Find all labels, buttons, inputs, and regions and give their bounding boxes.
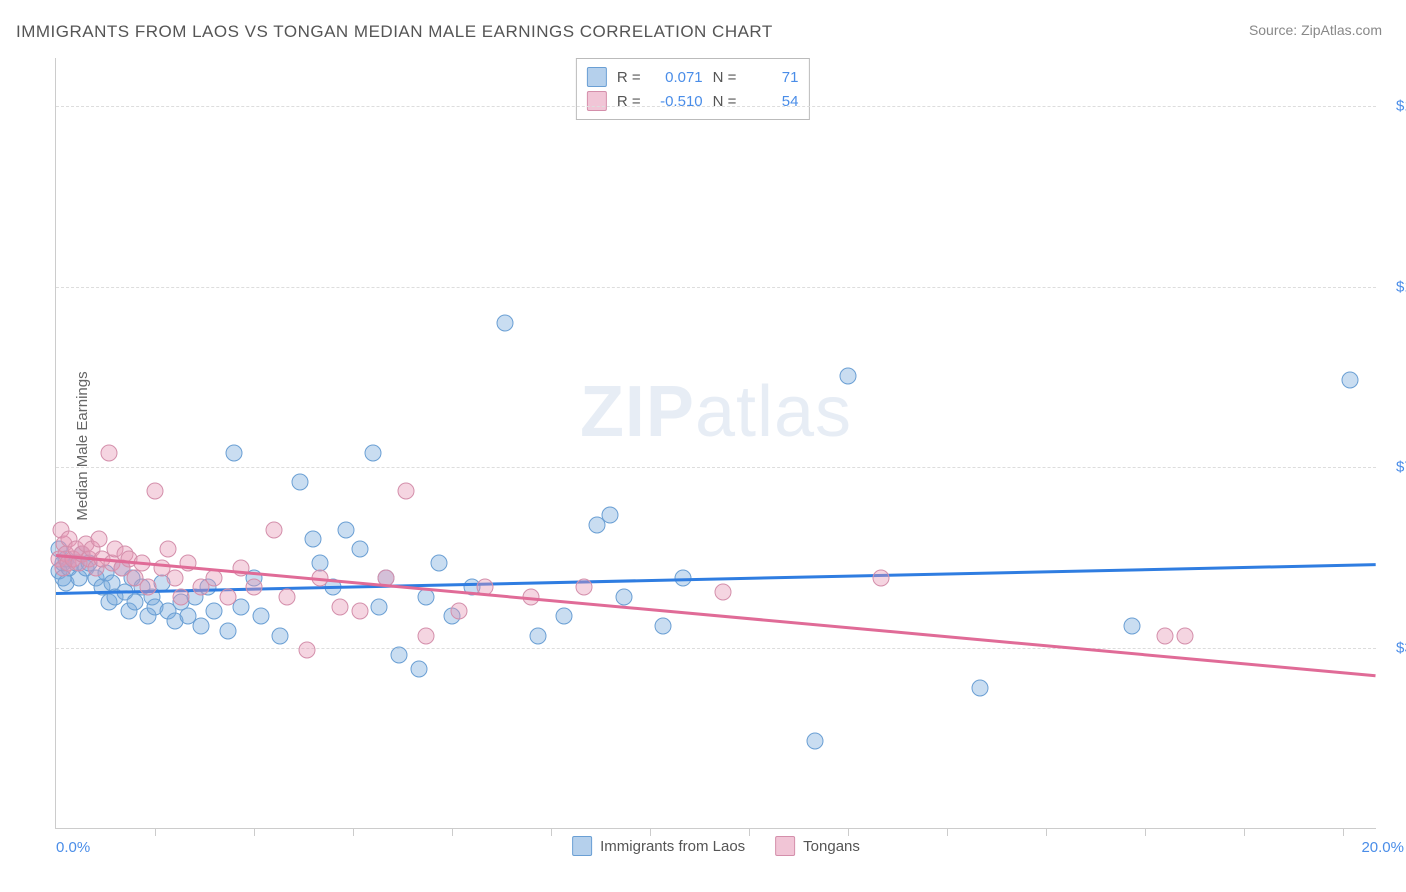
data-point: [1341, 372, 1358, 389]
x-tick: [650, 828, 651, 836]
data-point: [655, 617, 672, 634]
x-tick: [848, 828, 849, 836]
scatter-plot-area: ZIPatlas R = 0.071 N = 71 R = -0.510 N =…: [55, 58, 1376, 829]
legend: Immigrants from Laos Tongans: [572, 836, 860, 856]
data-point: [193, 617, 210, 634]
data-point: [265, 521, 282, 538]
data-point: [417, 627, 434, 644]
data-point: [714, 584, 731, 601]
swatch-icon: [572, 836, 592, 856]
x-tick: [947, 828, 948, 836]
x-tick: [1244, 828, 1245, 836]
x-axis-max-label: 20.0%: [1361, 839, 1404, 856]
x-tick: [254, 828, 255, 836]
data-point: [397, 483, 414, 500]
data-point: [602, 507, 619, 524]
x-tick: [353, 828, 354, 836]
y-tick-label: $150,000: [1378, 98, 1406, 115]
watermark: ZIPatlas: [580, 371, 852, 453]
x-tick: [1343, 828, 1344, 836]
data-point: [206, 569, 223, 586]
data-point: [1123, 617, 1140, 634]
gridline: [56, 648, 1376, 649]
data-point: [90, 531, 107, 548]
data-point: [246, 579, 263, 596]
data-point: [232, 560, 249, 577]
data-point: [219, 622, 236, 639]
data-point: [140, 579, 157, 596]
data-point: [371, 598, 388, 615]
source-attribution: Source: ZipAtlas.com: [1249, 22, 1382, 38]
data-point: [351, 603, 368, 620]
stats-row-tongans: R = -0.510 N = 54: [587, 89, 799, 113]
gridline: [56, 287, 1376, 288]
data-point: [364, 444, 381, 461]
data-point: [147, 483, 164, 500]
swatch-icon: [587, 91, 607, 111]
data-point: [615, 589, 632, 606]
legend-item-laos: Immigrants from Laos: [572, 836, 745, 856]
stat-n-label: N =: [713, 69, 737, 86]
data-point: [219, 589, 236, 606]
data-point: [166, 569, 183, 586]
stat-r-label: R =: [617, 69, 641, 86]
data-point: [338, 521, 355, 538]
data-point: [298, 641, 315, 658]
swatch-icon: [587, 67, 607, 87]
legend-label: Immigrants from Laos: [600, 838, 745, 855]
data-point: [417, 589, 434, 606]
data-point: [576, 579, 593, 596]
watermark-bold: ZIP: [580, 372, 695, 452]
legend-item-tongans: Tongans: [775, 836, 860, 856]
source-prefix: Source:: [1249, 22, 1301, 38]
data-point: [292, 473, 309, 490]
x-tick: [1046, 828, 1047, 836]
y-tick-label: $37,500: [1378, 639, 1406, 656]
data-point: [305, 531, 322, 548]
source-link[interactable]: ZipAtlas.com: [1301, 22, 1382, 38]
correlation-stats-box: R = 0.071 N = 71 R = -0.510 N = 54: [576, 58, 810, 120]
x-tick: [1145, 828, 1146, 836]
data-point: [100, 444, 117, 461]
x-tick: [749, 828, 750, 836]
data-point: [160, 540, 177, 557]
data-point: [1176, 627, 1193, 644]
data-point: [840, 367, 857, 384]
data-point: [1156, 627, 1173, 644]
x-tick: [452, 828, 453, 836]
legend-label: Tongans: [803, 838, 860, 855]
stat-r-value: 0.071: [651, 69, 703, 86]
data-point: [272, 627, 289, 644]
stat-n-value: 71: [746, 69, 798, 86]
data-point: [351, 540, 368, 557]
data-point: [496, 314, 513, 331]
gridline: [56, 467, 1376, 468]
data-point: [252, 608, 269, 625]
chart-title: IMMIGRANTS FROM LAOS VS TONGAN MEDIAN MA…: [16, 22, 773, 42]
data-point: [206, 603, 223, 620]
data-point: [807, 733, 824, 750]
stats-row-laos: R = 0.071 N = 71: [587, 65, 799, 89]
x-tick: [551, 828, 552, 836]
data-point: [430, 555, 447, 572]
data-point: [411, 661, 428, 678]
y-tick-label: $112,500: [1378, 278, 1406, 295]
watermark-light: atlas: [695, 372, 852, 452]
x-axis-min-label: 0.0%: [56, 839, 90, 856]
data-point: [180, 555, 197, 572]
data-point: [226, 444, 243, 461]
data-point: [873, 569, 890, 586]
y-tick-label: $75,000: [1378, 459, 1406, 476]
data-point: [450, 603, 467, 620]
gridline: [56, 106, 1376, 107]
swatch-icon: [775, 836, 795, 856]
data-point: [279, 589, 296, 606]
x-tick: [155, 828, 156, 836]
data-point: [331, 598, 348, 615]
data-point: [972, 680, 989, 697]
data-point: [529, 627, 546, 644]
data-point: [391, 646, 408, 663]
data-point: [556, 608, 573, 625]
data-point: [173, 589, 190, 606]
